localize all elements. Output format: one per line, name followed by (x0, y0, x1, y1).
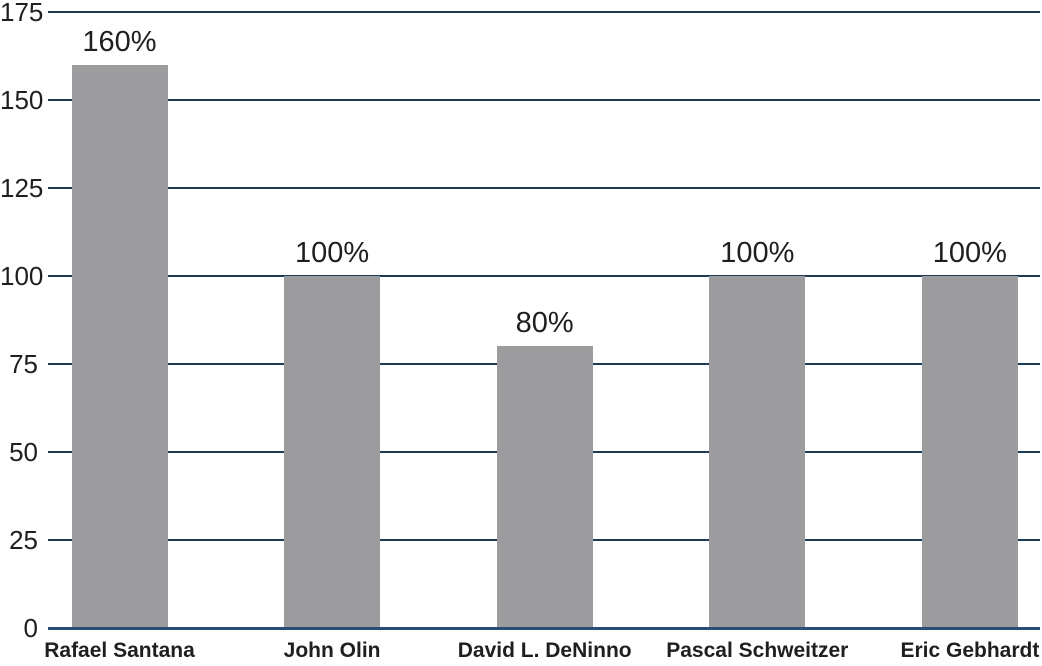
x-category-label: Eric Gebhardt (900, 639, 1040, 662)
bar-value-label: 160% (82, 25, 157, 58)
x-category-label: John Olin (283, 639, 381, 662)
x-category-label: Rafael Santana (44, 639, 195, 662)
y-tick-label: 75 (9, 349, 38, 379)
y-tick-label: 25 (9, 525, 38, 555)
bar (921, 276, 1018, 628)
x-category-label: David L. DeNinno (457, 639, 632, 662)
x-category-label: Pascal Schweitzer (666, 639, 849, 662)
bar (284, 276, 381, 628)
y-tick-label: 125 (0, 173, 44, 203)
x-axis-baseline (48, 627, 1040, 630)
bar-value-label: 80% (515, 307, 574, 340)
y-tick-label: 50 (9, 437, 38, 467)
y-tick-label: 100 (0, 261, 44, 291)
bar-value-label: 100% (720, 237, 795, 269)
bar-value-label: 100% (295, 237, 370, 269)
gridline (48, 11, 1040, 13)
gridline (48, 187, 1040, 189)
gridline (48, 275, 1040, 277)
y-tick-label: 150 (0, 85, 44, 115)
bar (71, 64, 168, 628)
bar-value-label: 100% (932, 237, 1007, 269)
bar (496, 346, 593, 628)
y-tick-label: 0 (23, 613, 38, 643)
bar (709, 276, 806, 628)
y-tick-label: 175 (0, 0, 44, 27)
gridline (48, 99, 1040, 101)
